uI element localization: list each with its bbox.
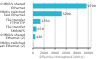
svg-text:10 Mbit/s sharedEthernet: 10 Mbit/s sharedEthernet bbox=[8, 2, 26, 9]
svg-text:0: 0 bbox=[32, 51, 34, 55]
svg-text:10 Mbit/s sharedEthernet (2): 10 Mbit/s sharedEthernet (2) bbox=[8, 33, 25, 40]
svg-text:File transferSMB/NFS: File transferSMB/NFS bbox=[8, 25, 26, 32]
svg-text:6000: 6000 bbox=[62, 50, 71, 55]
svg-text:100 Mbit/s switchedFast Ethern: 100 Mbit/s switchedFast Ethernet bbox=[8, 10, 26, 17]
svg-text:8000: 8000 bbox=[73, 50, 82, 55]
svg-text:2000: 2000 bbox=[40, 50, 49, 55]
svg-text:9700: 9700 bbox=[88, 4, 92, 8]
svg-text:5200: 5200 bbox=[63, 12, 71, 16]
svg-text:100 Mbit/s switchedFast Ethern: 100 Mbit/s switchedFast Ethernet (2) bbox=[8, 41, 25, 48]
svg-text:650: 650 bbox=[38, 27, 44, 31]
svg-text:420: 420 bbox=[36, 35, 42, 39]
svg-text:File transferFTP/HTTP: File transferFTP/HTTP bbox=[8, 18, 26, 25]
svg-text:1350: 1350 bbox=[41, 19, 49, 23]
svg-text:4000: 4000 bbox=[51, 50, 60, 55]
svg-text:Effective throughput (kbit/s): Effective throughput (kbit/s) bbox=[40, 55, 85, 59]
